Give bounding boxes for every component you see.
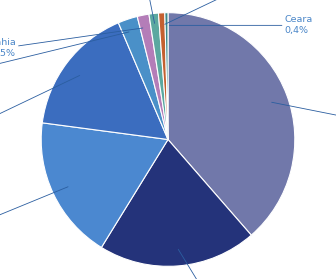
Text: Espírito Santo
18,3%: Espírito Santo 18,3% [0,187,68,249]
Text: Bahia
1,5%: Bahia 1,5% [0,28,143,58]
Wedge shape [168,13,295,235]
Text: São Paulo
20,2%: São Paulo 20,2% [178,249,244,279]
Text: Minas Gerais
38,6%: Minas Gerais 38,6% [272,102,336,137]
Text: Paraná
1,2%: Paraná 1,2% [129,0,162,23]
Text: Pernambuco
0,8%: Pernambuco 0,8% [165,0,293,24]
Wedge shape [165,13,168,140]
Wedge shape [118,16,168,140]
Text: R. G. do Sul
2,5%: R. G. do Sul 2,5% [0,32,129,86]
Wedge shape [137,14,168,140]
Wedge shape [149,13,168,140]
Text: Rio de
Janeiro
16,5%: Rio de Janeiro 16,5% [0,75,80,149]
Text: Ceara
0,4%: Ceara 0,4% [169,15,313,35]
Wedge shape [101,140,251,266]
Wedge shape [41,123,168,247]
Wedge shape [42,23,168,140]
Wedge shape [159,13,168,140]
